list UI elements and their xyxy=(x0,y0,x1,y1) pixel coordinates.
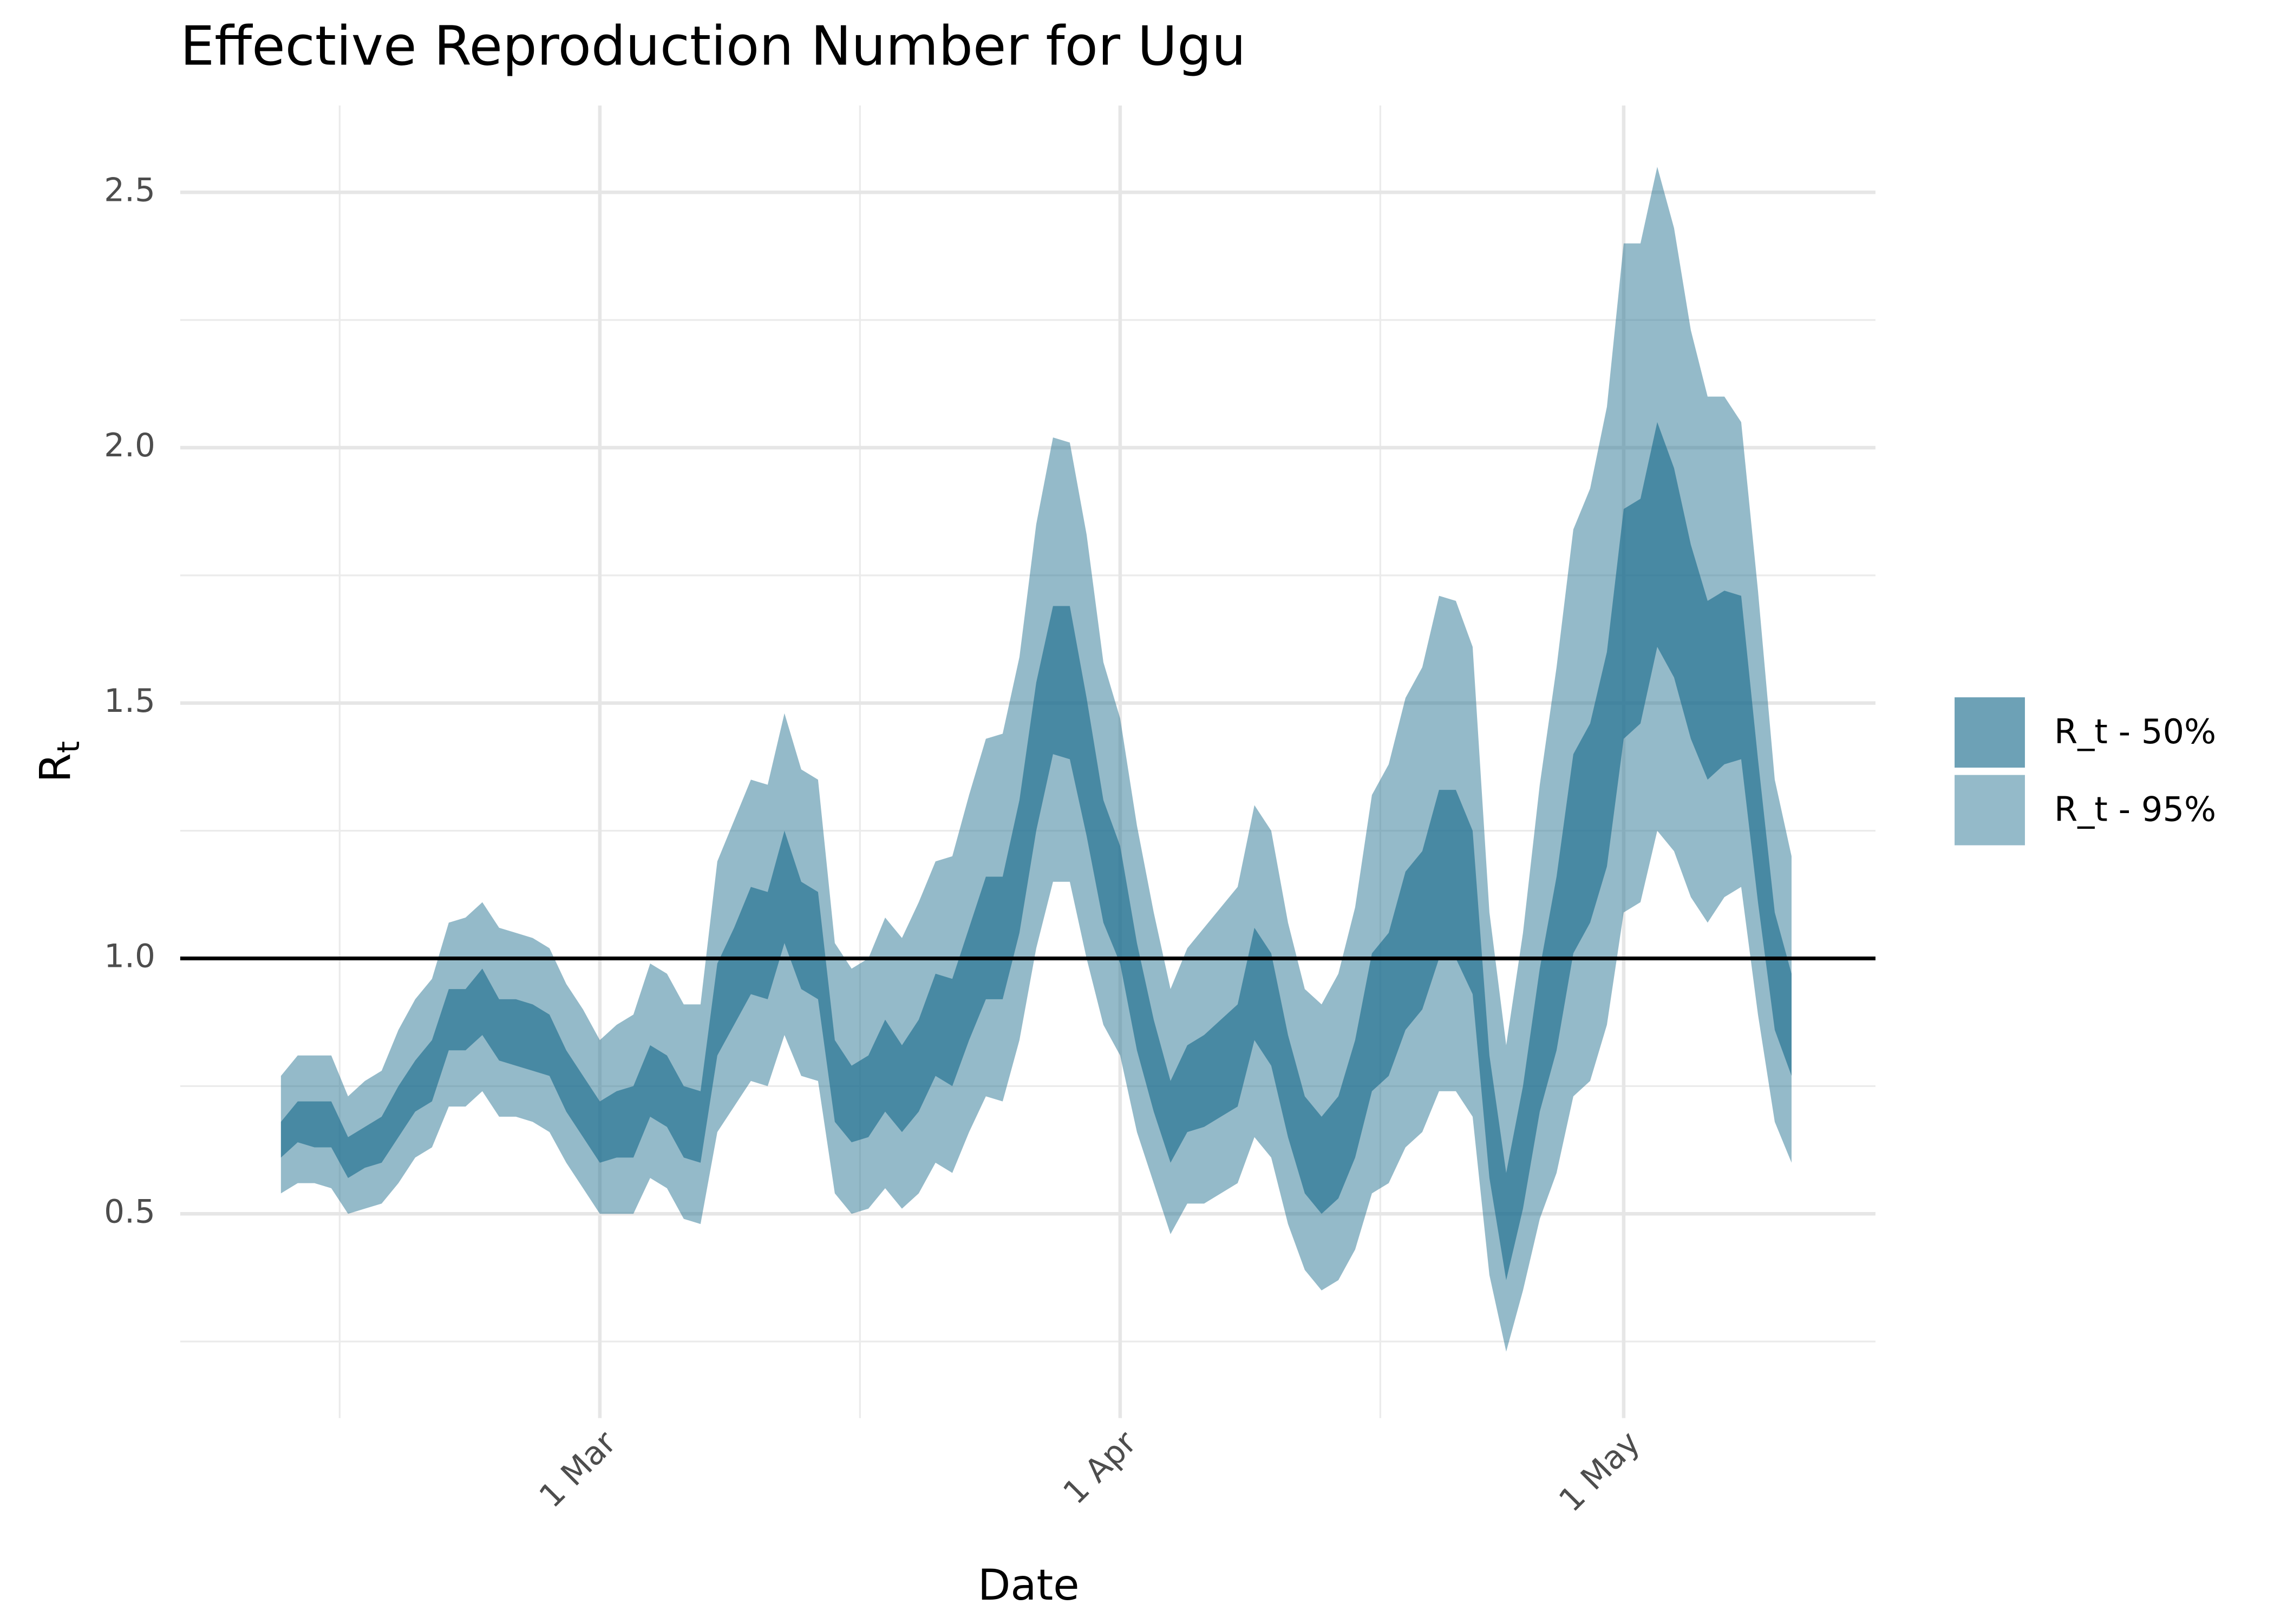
y-tick-label: 1.0 xyxy=(104,938,155,975)
y-axis-title-sub: t xyxy=(51,741,87,753)
y-axis-title-main: R xyxy=(31,753,81,783)
chart-title: Effective Reproduction Number for Ugu xyxy=(180,14,1246,77)
legend-swatch xyxy=(1955,775,2025,846)
y-axis-title: Rt xyxy=(31,741,87,783)
x-axis-title: Date xyxy=(978,1560,1080,1610)
legend-label: R_t - 50% xyxy=(2054,712,2216,751)
y-tick-label: 1.5 xyxy=(104,683,155,720)
y-tick-label: 2.0 xyxy=(104,427,155,464)
y-tick-label: 2.5 xyxy=(104,172,155,209)
ribbon xyxy=(280,422,1792,1280)
x-tick-label: 1 Mar xyxy=(532,1424,624,1515)
legend-swatch xyxy=(1955,697,2025,768)
x-tick-label: 1 Apr xyxy=(1056,1424,1144,1511)
x-tick-label: 1 May xyxy=(1552,1424,1648,1520)
y-tick-label: 0.5 xyxy=(104,1193,155,1230)
legend-label: R_t - 95% xyxy=(2054,789,2216,829)
